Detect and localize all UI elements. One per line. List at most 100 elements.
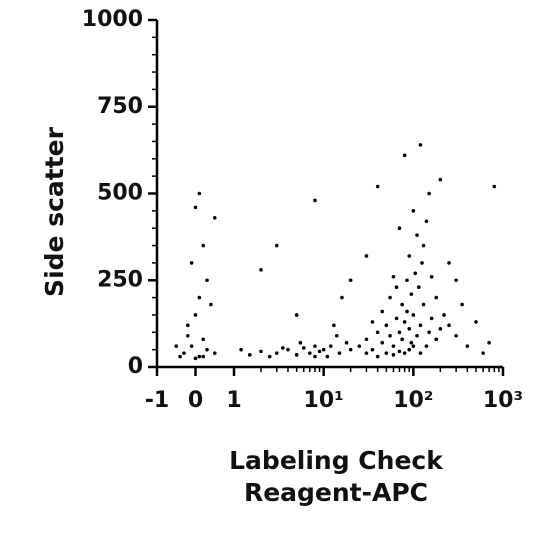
point [375, 330, 380, 335]
point [205, 278, 209, 283]
point [364, 254, 369, 258]
point [474, 320, 478, 324]
point [364, 351, 369, 355]
point [447, 323, 451, 328]
point [212, 351, 217, 355]
point [447, 261, 451, 265]
point [337, 351, 342, 355]
point [416, 285, 421, 289]
point [328, 344, 333, 348]
point [405, 309, 409, 314]
point [397, 330, 402, 335]
point [357, 344, 362, 348]
point [429, 274, 434, 279]
point [454, 278, 458, 283]
point [438, 327, 443, 331]
x-tick-label: 10³ [483, 388, 523, 413]
point [402, 153, 407, 158]
point [424, 219, 429, 224]
point [411, 209, 416, 213]
point [397, 226, 402, 230]
point [298, 340, 303, 345]
point [174, 344, 179, 348]
point [370, 347, 375, 352]
point [434, 295, 439, 300]
point [388, 333, 392, 338]
point [307, 351, 312, 355]
point [411, 313, 416, 317]
point [418, 323, 423, 328]
point [182, 351, 186, 355]
point [205, 347, 209, 352]
point [391, 274, 396, 279]
point [409, 340, 414, 345]
point [421, 243, 426, 248]
point [424, 344, 429, 348]
point [391, 344, 396, 348]
point [384, 351, 389, 355]
point [415, 233, 419, 237]
point [348, 278, 353, 283]
point [429, 316, 434, 321]
point [364, 337, 369, 342]
point [427, 191, 431, 196]
point [317, 349, 322, 354]
point [294, 313, 299, 317]
point [321, 347, 326, 352]
point [325, 354, 330, 359]
point [274, 243, 279, 248]
y-tick-label: 750 [97, 94, 143, 119]
y-tick-label: 500 [97, 181, 143, 206]
x-tick-label: 1 [226, 388, 241, 413]
point [434, 337, 439, 342]
point [340, 295, 344, 300]
point [313, 344, 317, 348]
y-tick-label: 0 [128, 354, 143, 379]
point [487, 340, 491, 345]
point [409, 292, 414, 296]
point [201, 354, 205, 359]
x-axis-label: Reagent-APC [244, 478, 428, 507]
point [492, 184, 497, 189]
point [280, 346, 285, 350]
point [391, 353, 396, 357]
point [259, 268, 263, 272]
x-tick-label: -1 [145, 388, 169, 413]
point [460, 302, 464, 307]
point [407, 347, 412, 352]
point [402, 351, 407, 355]
point [193, 313, 198, 317]
point [400, 302, 404, 307]
point [259, 349, 263, 354]
point [415, 333, 419, 338]
point [201, 337, 205, 342]
point [418, 143, 423, 147]
point [375, 354, 380, 359]
y-tick-label: 1000 [82, 7, 143, 32]
point [394, 316, 399, 321]
point [197, 354, 202, 359]
point [209, 302, 213, 307]
point [454, 333, 458, 338]
point [274, 351, 279, 355]
point [407, 254, 412, 258]
x-tick-label: 10¹ [304, 388, 344, 413]
point [197, 295, 202, 300]
point [193, 356, 198, 361]
point [438, 177, 443, 182]
point [239, 347, 243, 352]
x-tick-label: 0 [188, 388, 203, 413]
point [413, 271, 418, 276]
point [405, 278, 409, 283]
point [407, 327, 412, 331]
point [189, 261, 194, 265]
point [178, 354, 182, 359]
point [189, 344, 194, 348]
point [375, 184, 380, 189]
point [465, 344, 470, 348]
point [380, 340, 385, 345]
point [384, 323, 389, 328]
point [193, 205, 198, 210]
